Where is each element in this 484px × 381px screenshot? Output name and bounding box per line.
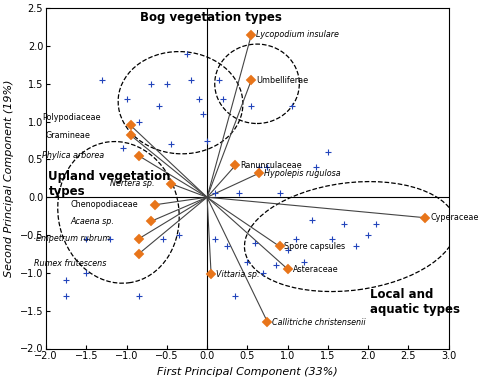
Text: Lycopodium insulare: Lycopodium insulare — [256, 30, 339, 39]
Text: Umbelliferae: Umbelliferae — [256, 75, 308, 85]
Text: Acaena sp.: Acaena sp. — [70, 217, 114, 226]
Text: Nertera sp.: Nertera sp. — [110, 179, 155, 188]
X-axis label: First Principal Component (33%): First Principal Component (33%) — [157, 367, 338, 377]
Y-axis label: Second Principal Component (19%): Second Principal Component (19%) — [4, 80, 14, 277]
Text: Gramineae: Gramineae — [46, 131, 91, 140]
Text: Cyperaceae: Cyperaceae — [430, 213, 479, 222]
Text: Ranunculaceae: Ranunculaceae — [240, 161, 302, 170]
Text: Upland vegetation
types: Upland vegetation types — [48, 170, 171, 198]
Text: Bog vegetation types: Bog vegetation types — [140, 11, 282, 24]
Text: Polypodiaceae: Polypodiaceae — [42, 113, 101, 122]
Text: Rumex frutescens: Rumex frutescens — [34, 259, 106, 267]
Text: Callitriche christensenii: Callitriche christensenii — [272, 317, 366, 327]
Text: Spore capsules: Spore capsules — [285, 242, 346, 251]
Text: Hypolepis rugulosa: Hypolepis rugulosa — [264, 168, 341, 178]
Text: Phylica arborea: Phylica arborea — [42, 151, 104, 160]
Text: Chenopodiaceae: Chenopodiaceae — [70, 200, 138, 209]
Text: Local and
aquatic types: Local and aquatic types — [370, 288, 460, 315]
Text: Empetrum rubrum: Empetrum rubrum — [35, 234, 110, 243]
Text: Vittaria sp.: Vittaria sp. — [216, 270, 259, 279]
Text: Asteraceae: Asteraceae — [292, 264, 338, 274]
